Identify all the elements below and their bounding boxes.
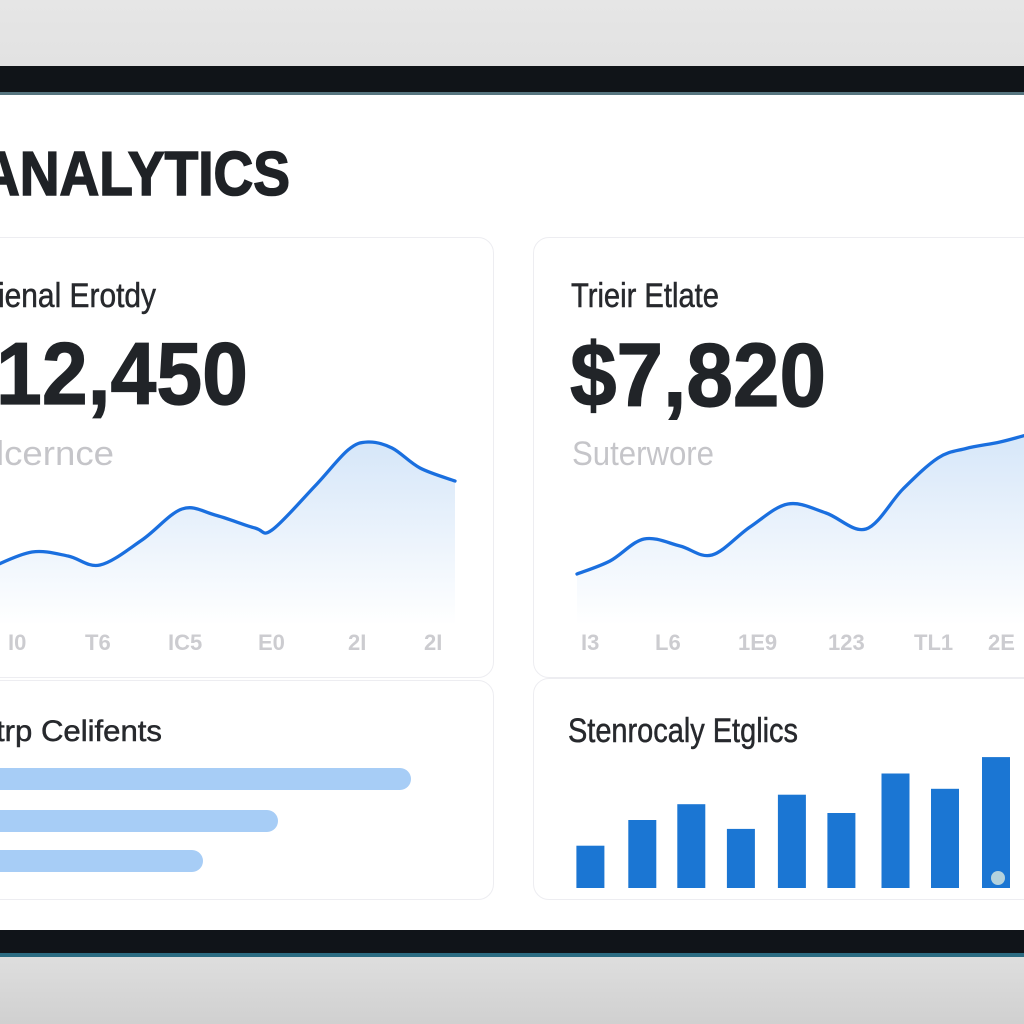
svg-text:trp Celifents: trp Celifents bbox=[0, 715, 162, 748]
svg-text:Stenrocaly Etglics: Stenrocaly Etglics bbox=[568, 712, 798, 750]
svg-text:Trieir Etlate: Trieir Etlate bbox=[571, 277, 719, 315]
svg-text:lcernce: lcernce bbox=[0, 435, 114, 473]
svg-text:ienal Erotdy: ienal Erotdy bbox=[0, 277, 156, 315]
svg-text:12,450: 12,450 bbox=[0, 324, 248, 420]
svg-text:Suterwore: Suterwore bbox=[572, 435, 714, 473]
svg-text:ANALYTICS: ANALYTICS bbox=[0, 140, 290, 209]
svg-text:$7,820: $7,820 bbox=[570, 326, 826, 420]
